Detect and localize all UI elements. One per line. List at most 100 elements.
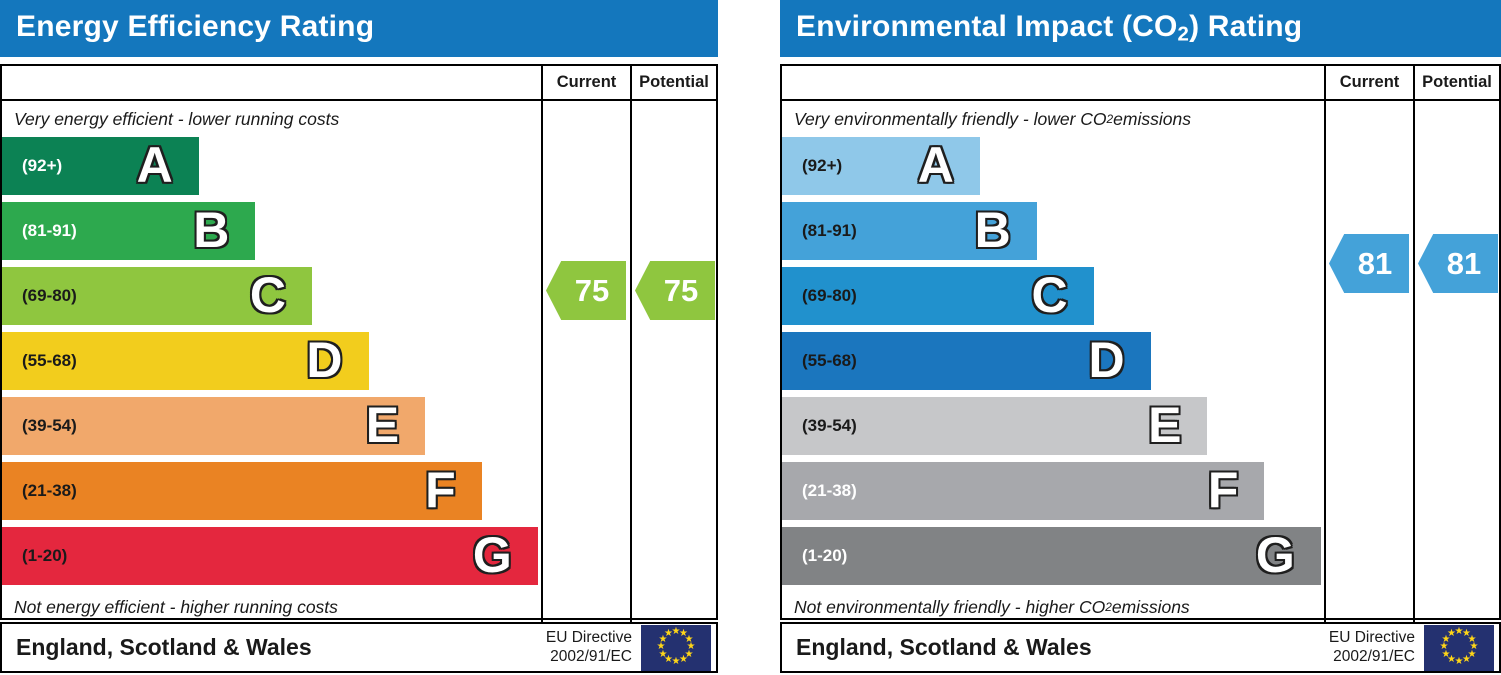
flag-star: ★ (1467, 648, 1477, 660)
band-letter: B (193, 202, 230, 258)
band-range: (81-91) (22, 221, 77, 240)
energy-efficiency-chart: Energy Efficiency Rating Very energy eff… (0, 0, 718, 673)
potential-rating-arrow: 75 (635, 261, 715, 320)
band-letter: B (974, 202, 1011, 258)
band-letter: G (1255, 527, 1295, 583)
flag-star: ★ (656, 641, 666, 652)
flag-star: ★ (671, 626, 681, 637)
potential-cell: 75 (632, 101, 716, 622)
current-rating-arrow: 75 (546, 261, 626, 320)
band-e: (39-54) E (2, 397, 426, 455)
flag-star: ★ (1454, 656, 1464, 667)
band-range: (39-54) (22, 416, 77, 435)
eu-directive-label: EU Directive 2002/91/EC (1328, 629, 1415, 665)
flag-star: ★ (1447, 653, 1456, 665)
flag-star: ★ (671, 656, 681, 667)
flag-star: ★ (1467, 633, 1477, 645)
band-b: (81-91) B (2, 202, 256, 260)
flag-star: ★ (679, 653, 688, 665)
band-letter: D (306, 332, 343, 388)
band-g: (1-20) G (782, 527, 1321, 585)
band-b: (81-91) B (782, 202, 1037, 260)
environmental-impact-chart: Environmental Impact (CO2) Rating Very e… (780, 0, 1501, 673)
band-range: (1-20) (802, 546, 848, 565)
flag-star: ★ (1441, 648, 1451, 660)
flag-star: ★ (684, 633, 694, 645)
page-title: Environmental Impact (CO2) Rating (796, 10, 1303, 46)
flag-star: ★ (684, 648, 694, 660)
rating-table: Very energy efficient - lower running co… (0, 64, 718, 622)
current-column: Current 75 (541, 66, 630, 622)
band-c: (69-80) C (2, 267, 312, 325)
bottom-caption: Not energy efficient - higher running co… (14, 596, 338, 617)
band-letter: G (472, 527, 512, 583)
flag-star: ★ (1462, 653, 1471, 665)
page-title: Energy Efficiency Rating (16, 10, 375, 44)
footer-bar: England, Scotland & Wales EU Directive 20… (780, 622, 1501, 673)
flag-star: ★ (658, 633, 668, 645)
title-bar: Energy Efficiency Rating (0, 0, 718, 57)
blank-header-cell (2, 66, 541, 101)
band-column: Very environmentally friendly - lower CO… (782, 66, 1324, 622)
band-range: (21-38) (22, 481, 77, 500)
band-letter: E (365, 397, 400, 453)
band-f: (21-38) F (2, 462, 482, 520)
band-range: (21-38) (802, 481, 857, 500)
flag-star: ★ (1441, 633, 1451, 645)
footer-bar: England, Scotland & Wales EU Directive 20… (0, 622, 718, 673)
bottom-caption: Not environmentally friendly - higher CO… (794, 596, 1190, 617)
band-range: (55-68) (22, 351, 77, 370)
flag-star: ★ (679, 628, 688, 639)
band-area: Very energy efficient - lower running co… (2, 101, 541, 622)
band-range: (69-80) (22, 286, 77, 305)
band-letter: A (136, 137, 173, 193)
eu-flag-icon: ★ ★ ★ ★ ★ ★ ★ ★ ★ ★ ★ ★ (641, 624, 711, 671)
eu-flag-icon: ★ ★ ★ ★ ★ ★ ★ ★ ★ ★ ★ ★ (1424, 624, 1494, 671)
current-header: Current (1326, 66, 1413, 101)
flag-star: ★ (686, 641, 696, 652)
band-f: (21-38) F (782, 462, 1265, 520)
flag-star: ★ (1469, 641, 1479, 652)
top-caption: Very energy efficient - lower running co… (14, 108, 340, 129)
flag-star: ★ (1447, 628, 1456, 639)
region-label: England, Scotland & Wales (16, 634, 312, 660)
potential-cell: 81 (1415, 101, 1499, 622)
current-header: Current (543, 66, 630, 101)
potential-column: Potential 75 (630, 66, 716, 622)
band-range: (81-91) (802, 221, 857, 240)
current-column: Current 81 (1324, 66, 1413, 622)
band-column: Very energy efficient - lower running co… (2, 66, 541, 622)
band-range: (92+) (22, 156, 63, 175)
band-a: (92+) A (782, 137, 980, 195)
flag-star: ★ (664, 628, 673, 639)
band-e: (39-54) E (782, 397, 1208, 455)
potential-header: Potential (632, 66, 716, 101)
blank-header-cell (782, 66, 1324, 101)
band-range: (39-54) (802, 416, 857, 435)
current-rating-arrow: 81 (1329, 234, 1409, 293)
rating-table: Very environmentally friendly - lower CO… (780, 64, 1501, 622)
potential-header: Potential (1415, 66, 1499, 101)
title-bar: Environmental Impact (CO2) Rating (780, 0, 1501, 57)
eu-directive-label: EU Directive 2002/91/EC (545, 629, 632, 665)
flag-star: ★ (1454, 626, 1464, 637)
band-range: (92+) (802, 156, 843, 175)
band-letter: F (1207, 462, 1239, 518)
band-range: (55-68) (802, 351, 857, 370)
band-letter: E (1148, 397, 1182, 453)
flag-star: ★ (664, 653, 673, 665)
band-area: Very environmentally friendly - lower CO… (782, 101, 1324, 622)
flag-star: ★ (1439, 641, 1449, 652)
band-g: (1-20) G (2, 527, 538, 585)
potential-column: Potential 81 (1413, 66, 1499, 622)
band-letter: F (425, 462, 456, 518)
band-a: (92+) A (2, 137, 199, 195)
band-d: (55-68) D (782, 332, 1151, 390)
flag-star: ★ (1462, 628, 1471, 639)
band-letter: C (249, 267, 286, 323)
top-caption: Very environmentally friendly - lower CO… (794, 108, 1191, 129)
band-d: (55-68) D (2, 332, 369, 390)
band-letter: A (917, 137, 954, 193)
band-range: (69-80) (802, 286, 857, 305)
